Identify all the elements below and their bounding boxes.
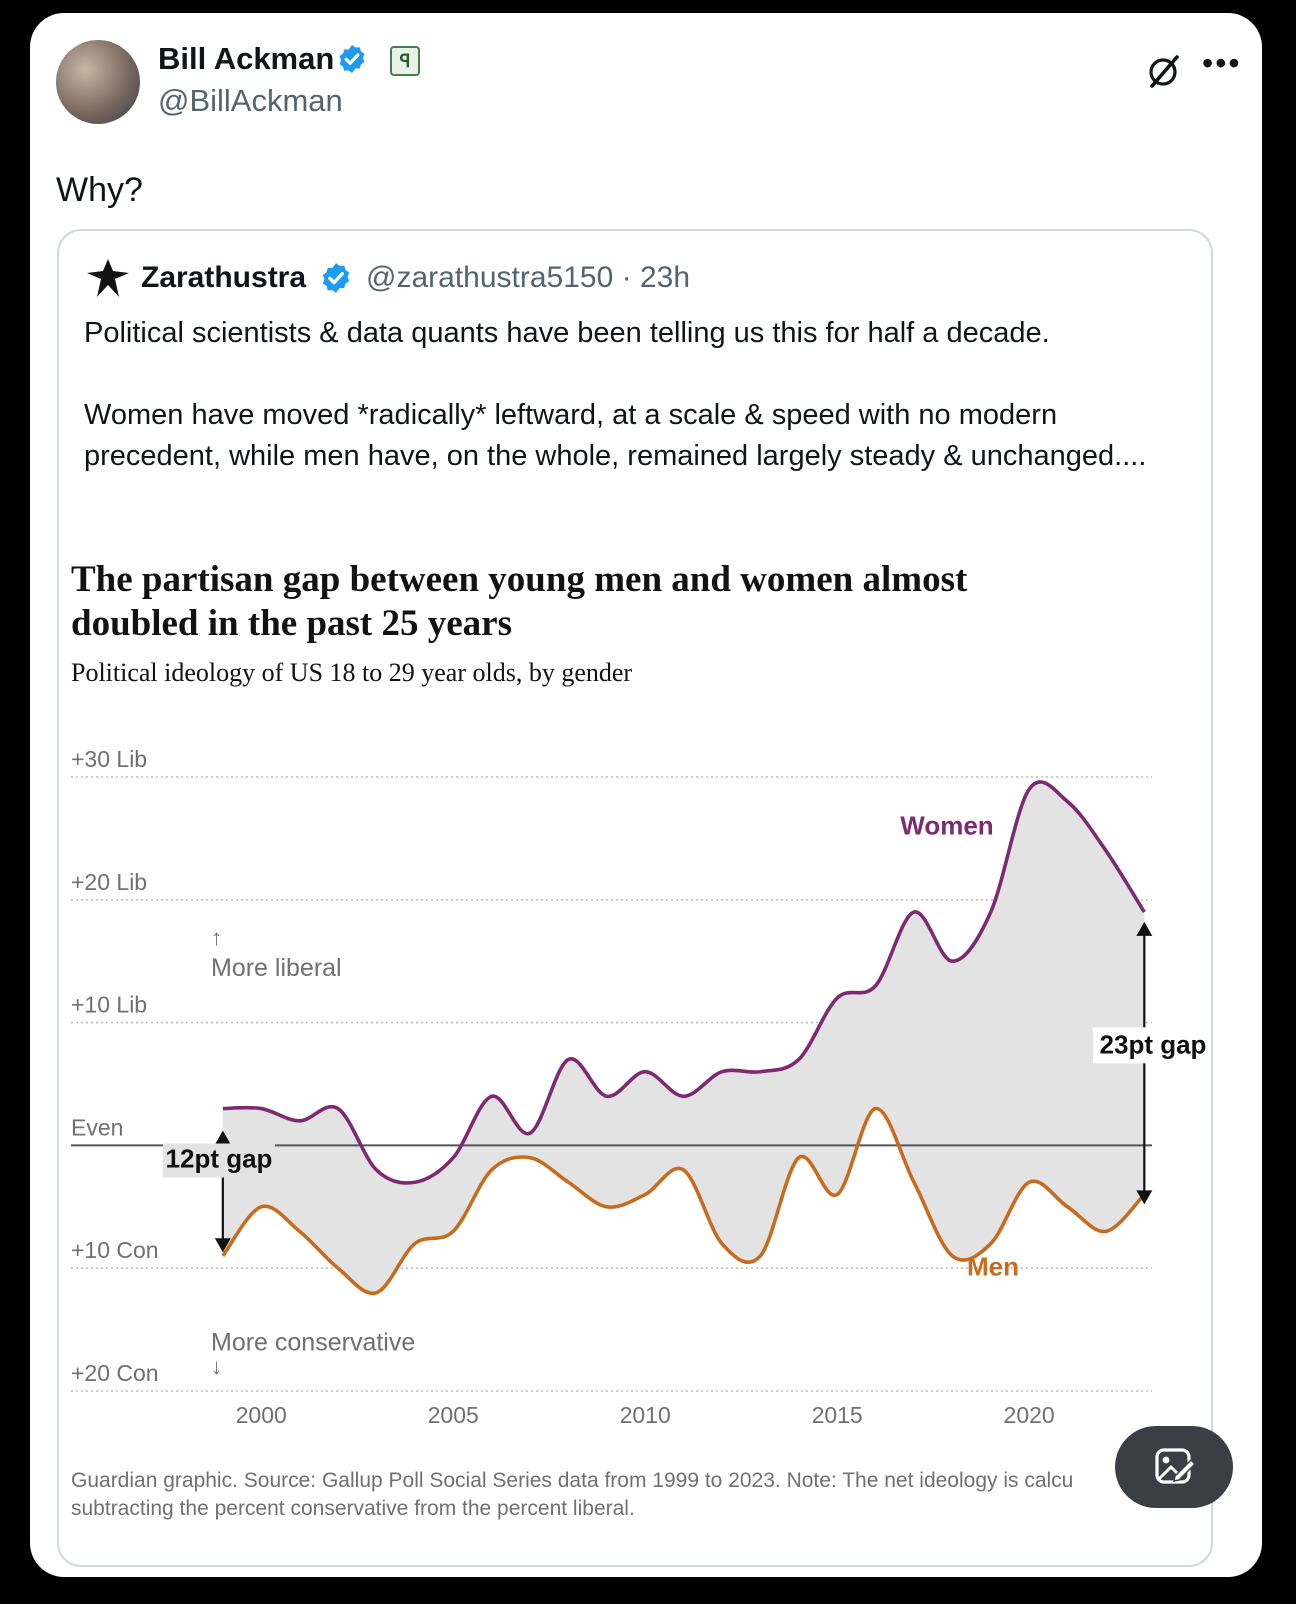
quoted-author-name[interactable]: Zarathustra xyxy=(141,261,307,294)
gap-2023-arrow-head-up xyxy=(1136,921,1153,936)
more-liberal-label: More liberal xyxy=(211,954,342,982)
quoted-time[interactable]: 23h xyxy=(639,261,691,294)
verified-badge-icon xyxy=(339,45,365,73)
author-name[interactable]: Bill Ackman xyxy=(158,41,335,76)
x-tick-label: 2010 xyxy=(620,1402,671,1428)
more-conservative-label: More conservative xyxy=(211,1328,415,1356)
gap-1999-arrow-head-up xyxy=(214,1130,231,1145)
verified-badge-icon xyxy=(322,263,350,293)
gap-2023-label-bg xyxy=(1093,1027,1211,1064)
quoted-handle[interactable]: @zarathustra5150 xyxy=(366,261,614,294)
gap-2023-arrow-head-down xyxy=(1136,1190,1153,1205)
y-tick-label: +20 Con xyxy=(71,1360,159,1386)
quoted-text: Political scientists & data quants have … xyxy=(84,313,1184,477)
chart-title-line-2: doubled in the past 25 years xyxy=(71,603,512,644)
men-series-label: Men xyxy=(967,1252,1019,1282)
tweet-text: Why? xyxy=(56,171,143,209)
women-line xyxy=(222,780,1146,1185)
affiliate-badge-icon[interactable]: ꟼ xyxy=(390,46,420,76)
more-icon[interactable]: ••• xyxy=(1202,45,1242,81)
eagle-avatar-icon[interactable] xyxy=(83,253,133,303)
quoted-paragraph: Political scientists & data quants have … xyxy=(84,317,1050,349)
chart-subtitle: Political ideology of US 18 to 29 year o… xyxy=(71,658,632,687)
gap-area xyxy=(222,781,1145,1294)
grok-image-edit-icon xyxy=(1155,1448,1197,1484)
gap-2023-label: 23pt gap xyxy=(1100,1029,1207,1059)
women-series-label: Women xyxy=(900,811,993,841)
x-tick-label: 2005 xyxy=(428,1402,479,1428)
grok-icon[interactable] xyxy=(1144,51,1184,91)
source-note-2: subtracting the percent conservative fro… xyxy=(71,1497,635,1520)
gap-1999-label: 12pt gap xyxy=(166,1144,273,1174)
quoted-paragraph: Women have moved *radically* leftward, a… xyxy=(84,399,1147,472)
men-line xyxy=(221,1106,1146,1296)
meta-separator: · xyxy=(621,261,632,294)
x-tick-label: 2020 xyxy=(1004,1402,1055,1428)
source-note: Guardian graphic. Source: Gallup Poll So… xyxy=(71,1469,1073,1492)
y-tick-label: Even xyxy=(71,1114,123,1140)
x-tick-label: 2000 xyxy=(236,1402,287,1428)
gap-1999-arrow-head-down xyxy=(214,1238,231,1253)
x-tick-label: 2015 xyxy=(812,1402,863,1428)
quoted-tweet[interactable]: Zarathustra @zarathustra5150 · 23h Polit… xyxy=(57,229,1213,1567)
avatar[interactable] xyxy=(56,40,140,124)
grok-image-edit-button[interactable] xyxy=(1115,1426,1233,1508)
down-arrow-glyph: ↓ xyxy=(211,1354,222,1379)
y-tick-label: +30 Lib xyxy=(71,746,147,772)
quoted-meta: @zarathustra5150 · 23h xyxy=(366,261,690,295)
up-arrow-glyph: ↑ xyxy=(211,925,222,950)
y-tick-label: +20 Lib xyxy=(71,869,147,895)
tweet-card: Bill Ackman ꟼ @BillAckman ••• Why? Zarat… xyxy=(30,13,1262,1577)
gap-1999-label-bg xyxy=(163,1143,275,1178)
chart: +30 Lib +20 Lib +10 Lib Even +10 Con +20 Con 2… xyxy=(71,559,1211,1520)
y-tick-label: +10 Lib xyxy=(71,992,147,1018)
y-tick-label: +10 Con xyxy=(71,1237,159,1263)
author-handle[interactable]: @BillAckman xyxy=(158,83,343,118)
chart-title-line-1: The partisan gap between young men and w… xyxy=(71,559,968,600)
